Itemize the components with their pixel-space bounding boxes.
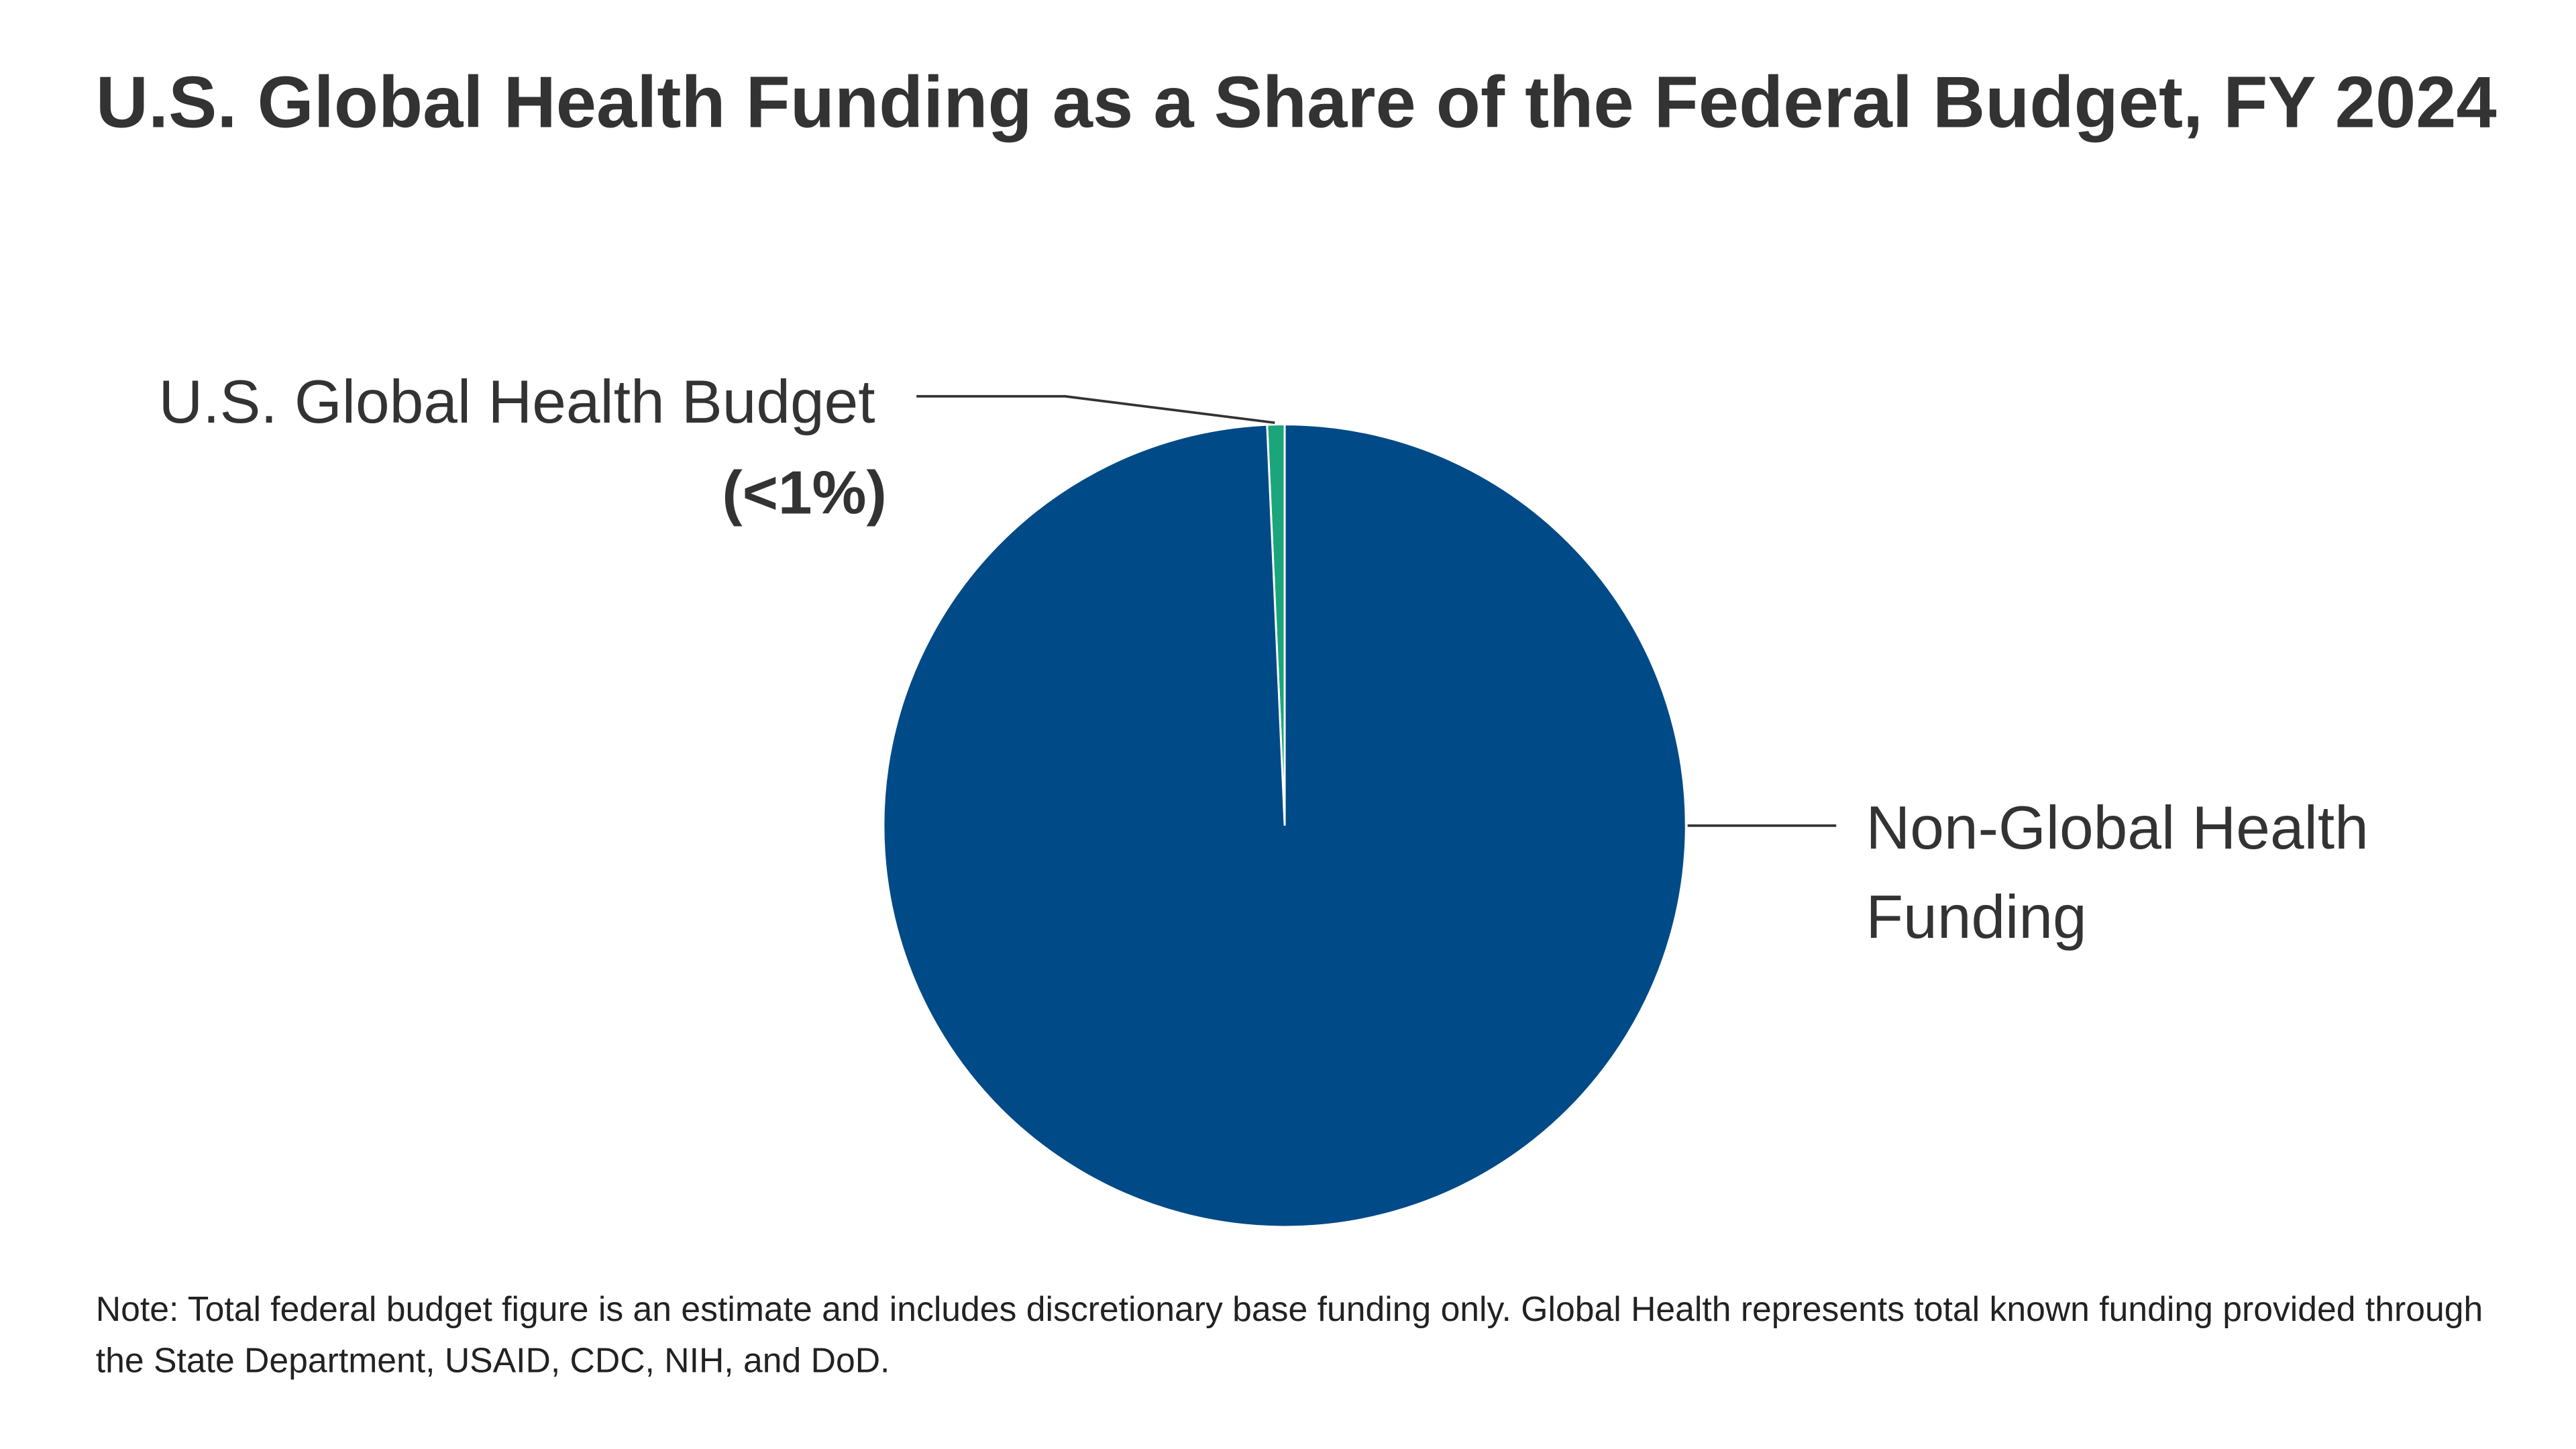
- slice-label: Non-Global Health Funding: [1866, 794, 2369, 951]
- slice-label-box: Non-Global Health Funding: [1866, 794, 2369, 951]
- title-box: U.S. Global Health Funding as a Share of…: [95, 62, 2497, 144]
- value-label: (<1%): [722, 460, 886, 527]
- note: Note: Total federal budget figure is an …: [95, 1291, 2483, 1381]
- leader-line: [916, 394, 1275, 424]
- chart-title: U.S. Global Health Funding as a Share of…: [95, 62, 2497, 144]
- note-box: Note: Total federal budget figure is an …: [95, 1291, 2483, 1381]
- pie: [882, 423, 1687, 1228]
- pie-slice: [882, 423, 1687, 1228]
- slice-label: U.S. Global Health Budget: [159, 368, 875, 436]
